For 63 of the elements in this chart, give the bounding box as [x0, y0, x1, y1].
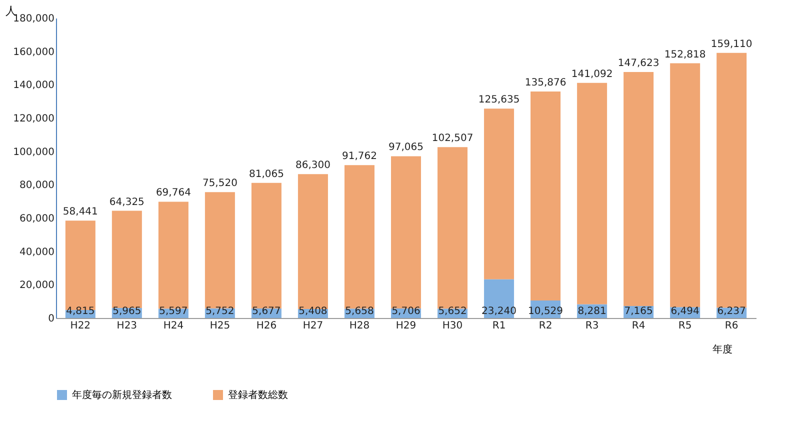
- x-tick-label: H23: [116, 320, 138, 332]
- x-tick-label: R5: [678, 320, 692, 332]
- bar: [204, 192, 235, 308]
- legend-label: 登録者数総数: [228, 389, 288, 401]
- y-tick-label: 60,000: [20, 214, 54, 224]
- total-label: 86,300: [295, 160, 330, 172]
- total-label: 135,876: [524, 78, 566, 89]
- x-tick-label: H27: [302, 320, 324, 332]
- y-tick-label: 0: [48, 314, 54, 324]
- x-tick-label: R1: [492, 320, 506, 332]
- bar: [716, 52, 747, 308]
- y-tick-label: 160,000: [13, 46, 54, 58]
- data-label: 5,965: [112, 306, 142, 317]
- total-label: 81,065: [248, 168, 284, 180]
- bar: [577, 82, 608, 304]
- y-tick-label: 20,000: [20, 280, 54, 292]
- x-tick-label: H29: [396, 320, 416, 332]
- y-tick-label: 40,000: [20, 246, 54, 258]
- total-label: 102,507: [432, 133, 474, 144]
- y-tick-label: 100,000: [13, 146, 54, 158]
- x-tick-label: H28: [349, 320, 370, 332]
- x-axis-title: 年度: [712, 344, 732, 356]
- data-label: 5,752: [206, 306, 234, 317]
- data-label: 5,408: [298, 306, 328, 317]
- data-label: 6,494: [670, 306, 700, 317]
- y-tick-label: 140,000: [13, 80, 54, 92]
- data-label: 5,677: [252, 306, 281, 317]
- total-label: 152,818: [664, 49, 706, 60]
- x-tick-label: H25: [210, 320, 230, 332]
- total-label: 125,635: [478, 94, 520, 106]
- data-label: 5,658: [345, 306, 374, 317]
- y-tick-label: 80,000: [20, 180, 54, 192]
- total-label: 58,441: [62, 206, 98, 218]
- x-tick-label: H26: [256, 320, 277, 332]
- total-label: 91,762: [342, 151, 377, 162]
- bar: [112, 210, 142, 308]
- bar: [624, 72, 654, 306]
- total-label: 159,110: [710, 38, 752, 50]
- total-label: 75,520: [202, 178, 238, 190]
- x-tick-label: H24: [163, 320, 184, 332]
- total-label: 141,092: [571, 68, 613, 80]
- data-label: 8,281: [578, 306, 606, 317]
- bar: [484, 108, 514, 280]
- legend-label: 年度毎の新規登録者数: [72, 389, 172, 401]
- x-tick-label: R4: [632, 320, 646, 332]
- data-label: 5,652: [438, 306, 467, 317]
- x-tick-label: R6: [724, 320, 738, 332]
- x-tick-label: H22: [70, 320, 91, 332]
- data-label: 5,597: [159, 306, 188, 317]
- y-tick-label: 120,000: [13, 114, 54, 124]
- data-label: 7,165: [624, 306, 653, 317]
- total-label: 64,325: [109, 196, 144, 208]
- x-tick-label: R2: [538, 320, 552, 332]
- bar: [530, 92, 561, 300]
- data-label: 5,706: [392, 306, 420, 317]
- total-label: 97,065: [388, 142, 424, 154]
- data-label: 6,237: [717, 306, 746, 317]
- bar: [670, 63, 700, 308]
- x-tick-label: R3: [585, 320, 599, 332]
- x-tick-label: H30: [442, 320, 463, 332]
- bar: [391, 156, 421, 308]
- total-label: 147,623: [618, 58, 660, 69]
- total-label: 69,764: [156, 188, 191, 199]
